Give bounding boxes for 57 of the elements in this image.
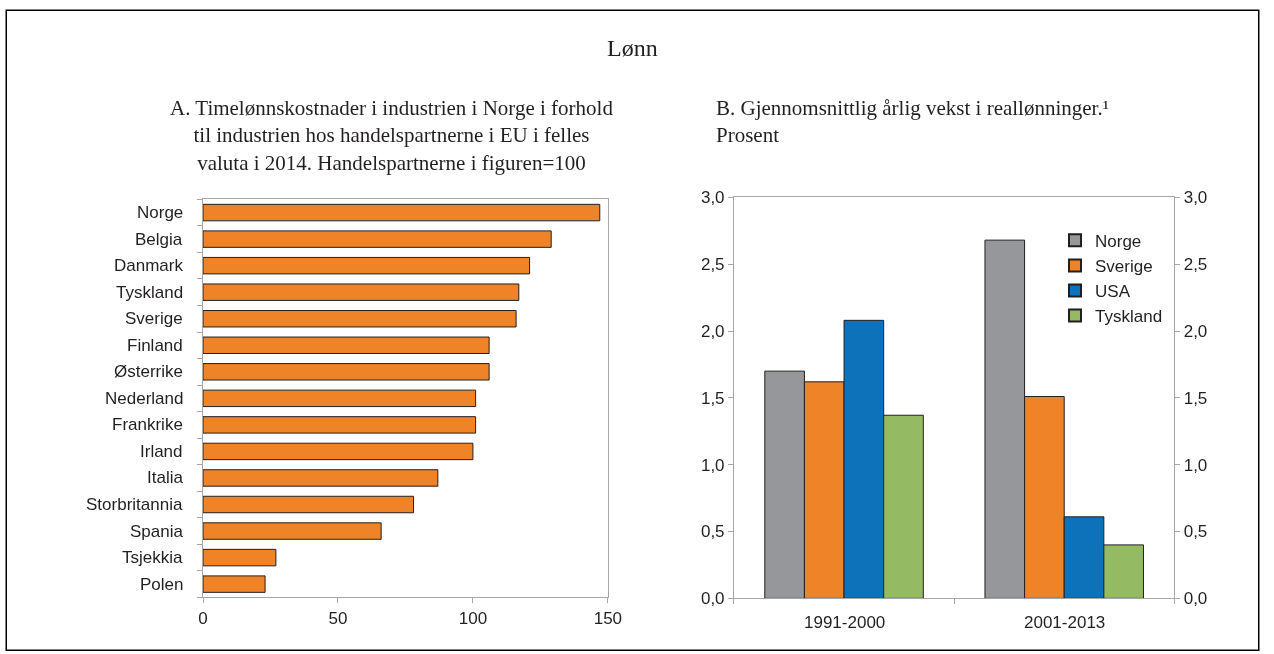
legend-label: Norge [1095, 231, 1142, 251]
legend-label: Tyskland [1095, 307, 1163, 327]
bar [203, 522, 382, 540]
y2-tick-label: 1,0 [1183, 455, 1208, 475]
x-tick-label: 100 [458, 608, 488, 628]
y-tick-label: Irland [140, 442, 183, 461]
bar [203, 575, 266, 593]
y-tick-label: 1,0 [700, 455, 725, 475]
bar [203, 469, 439, 487]
y-tick-label: Italia [147, 468, 184, 487]
legend-label: USA [1095, 282, 1131, 302]
y-tick-label: Polen [140, 575, 184, 594]
bar [203, 495, 415, 514]
y-tick-label: Frankrike [112, 415, 183, 434]
y-tick-label: 3,0 [700, 188, 725, 208]
y-tick-label: Storbritannia [86, 495, 183, 514]
y-tick-label: Spania [130, 522, 184, 541]
y2-tick-label: 2,5 [1183, 255, 1208, 275]
y-tick-label: 2,5 [700, 255, 725, 275]
bar [203, 203, 601, 222]
y-tick-label: 0,0 [700, 589, 725, 609]
bar [203, 230, 552, 248]
chart-title: A. Timelønnskostnader i industrien i Norge i forhold til industrien hos handelspartnerne i EU i felles valuta i 2014. Handelspartnerne i figuren=100 [170, 96, 614, 175]
x-tick-label: 0 [198, 608, 208, 628]
x-tick-label: 2001-2013 [1024, 613, 1106, 632]
y-tick-label: 2,0 [700, 321, 725, 341]
x-tick-label: 1991-2000 [804, 613, 886, 632]
bar [203, 310, 517, 328]
y2-tick-label: 2,0 [1183, 321, 1208, 341]
y2-tick-label: 3,0 [1183, 188, 1208, 208]
bar [203, 256, 531, 275]
text: Lønn [607, 35, 658, 61]
y-tick-label: Sverige [125, 309, 183, 328]
y-tick-label: Tyskland [116, 283, 184, 302]
x-tick-label: 50 [328, 608, 348, 628]
y-tick-label: Østerrike [114, 362, 183, 381]
y-tick-label: 1,5 [700, 388, 725, 408]
y-tick-label: Norge [137, 203, 184, 222]
chart-title: B. Gjennomsnittlig årlig vekst i reallønninger.¹ Prosent [716, 96, 1109, 148]
bar [203, 442, 474, 461]
y2-tick-label: 0,5 [1183, 522, 1208, 542]
x-tick-label: 150 [593, 608, 623, 628]
y-tick-label: Finland [127, 336, 183, 355]
y-tick-label: Nederland [105, 389, 184, 408]
y-tick-label: Danmark [114, 256, 184, 275]
bar [203, 416, 477, 434]
bar [203, 389, 477, 408]
bar [203, 548, 277, 567]
legend-label: Sverige [1095, 257, 1153, 277]
bar [203, 336, 490, 354]
y-tick-label: Tsjekkia [122, 548, 184, 567]
y2-tick-label: 0,0 [1183, 589, 1208, 609]
bar [203, 363, 490, 381]
y-tick-label: Belgia [135, 230, 183, 249]
y-tick-label: 0,5 [700, 522, 725, 542]
y2-tick-label: 1,5 [1183, 388, 1208, 408]
bar [203, 283, 520, 301]
